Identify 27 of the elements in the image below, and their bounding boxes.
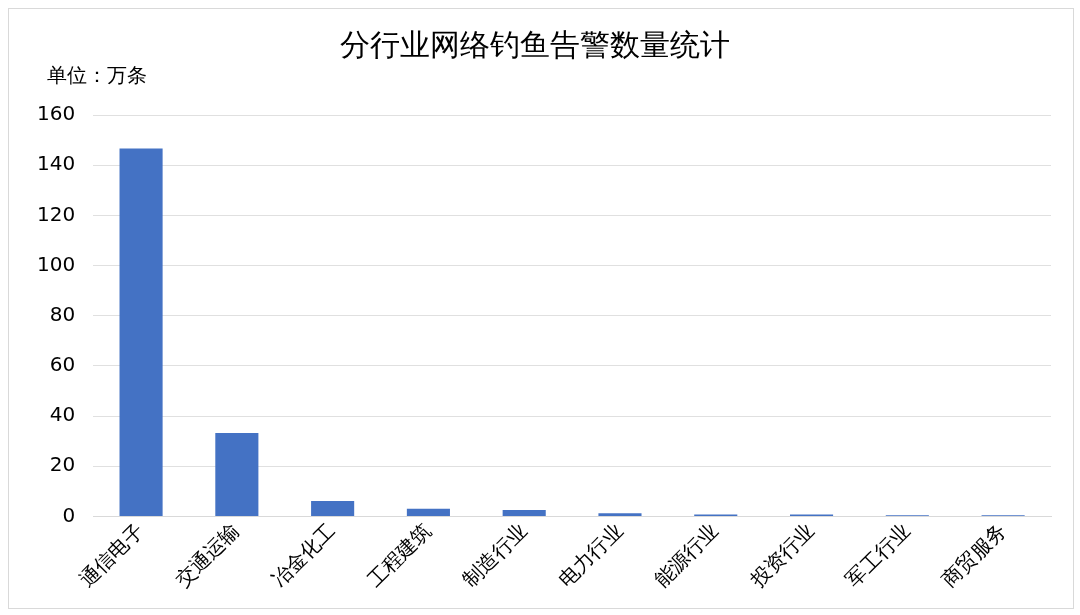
x-tick-label: 军工行业 <box>841 518 915 592</box>
x-tick-label: 投资行业 <box>744 518 819 593</box>
bar <box>311 500 355 516</box>
y-tick-label: 100 <box>36 251 76 276</box>
x-tick-label: 制造行业 <box>457 518 532 592</box>
bar <box>502 509 546 516</box>
y-tick-label: 80 <box>49 301 76 326</box>
y-tick-label: 60 <box>49 352 76 377</box>
x-tick-label: 冶金化工 <box>266 518 340 592</box>
x-tick-label: 通信电子 <box>74 518 149 592</box>
x-tick-label: 商贸服务 <box>936 518 1011 592</box>
y-tick-label: 160 <box>36 101 76 126</box>
chart-title: 分行业网络钓鱼告警数量统计 <box>340 26 730 62</box>
bar <box>215 432 259 516</box>
x-tick-label: 工程建筑 <box>362 518 436 592</box>
y-tick-label: 140 <box>36 151 76 176</box>
y-axis-title: 单位：万条 <box>47 63 147 88</box>
y-tick-label: 40 <box>49 402 76 427</box>
y-tick-label: 120 <box>36 201 76 226</box>
bar <box>406 508 450 516</box>
x-tick-label: 交通运输 <box>170 518 245 592</box>
bar <box>119 148 163 516</box>
y-tick-label: 0 <box>62 502 76 527</box>
y-tick-label: 20 <box>49 452 76 477</box>
x-tick-label: 电力行业 <box>553 518 628 592</box>
bar <box>598 513 642 516</box>
x-tick-label: 能源行业 <box>649 518 723 592</box>
